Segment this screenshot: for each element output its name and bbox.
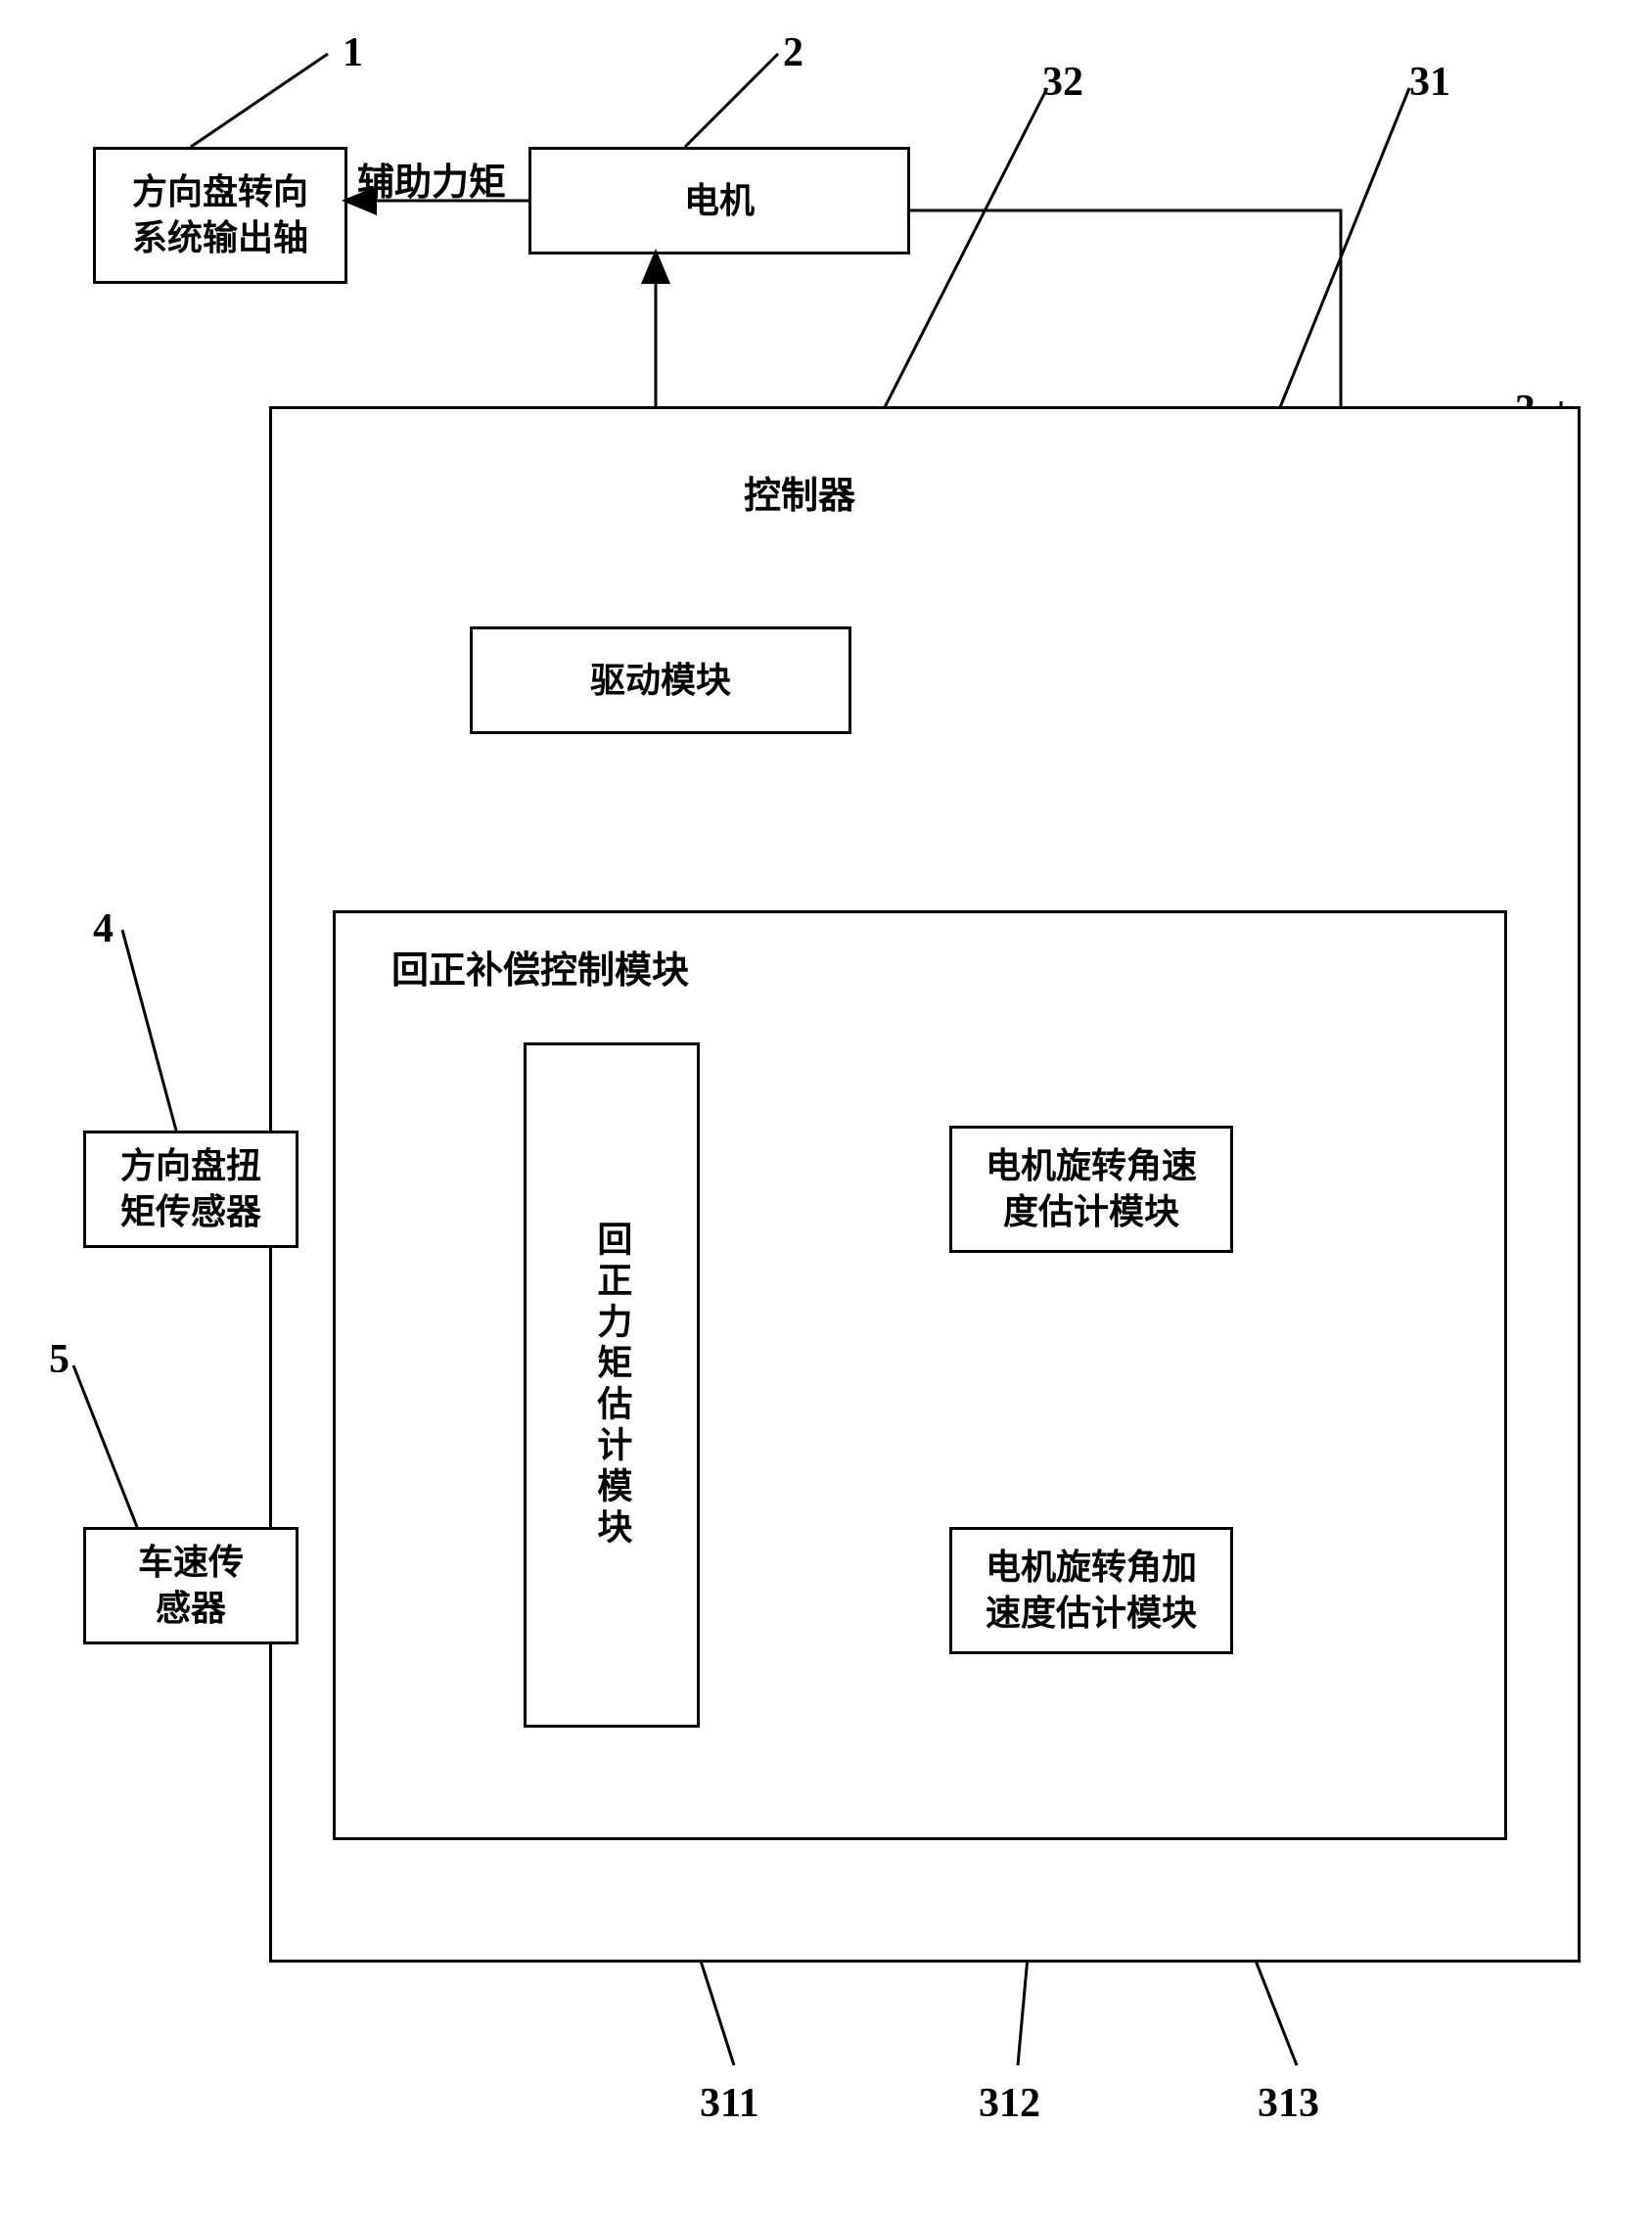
callout-312: 312 bbox=[979, 2080, 1040, 2127]
callout-2: 2 bbox=[783, 29, 803, 76]
aux-torque-label: 辅助力矩 bbox=[357, 152, 506, 206]
torque-sensor-box: 方向盘扭矩传感器 bbox=[83, 1131, 298, 1248]
drive-module-box: 驱动模块 bbox=[470, 626, 851, 734]
torque-sensor-label: 方向盘扭矩传感器 bbox=[120, 1143, 261, 1235]
motor-box: 电机 bbox=[528, 147, 910, 254]
callout-32: 32 bbox=[1042, 59, 1083, 106]
aligning-est-label: 回正力矩估计模块 bbox=[589, 1221, 635, 1549]
controller-label: 控制器 bbox=[744, 465, 855, 519]
callout-31: 31 bbox=[1409, 59, 1450, 106]
callout-313: 313 bbox=[1258, 2080, 1319, 2127]
callout-4: 4 bbox=[93, 905, 114, 952]
ang-vel-est-box: 电机旋转角速度估计模块 bbox=[949, 1126, 1233, 1253]
drive-module-label: 驱动模块 bbox=[590, 658, 731, 704]
ang-acc-est-box: 电机旋转角加速度估计模块 bbox=[949, 1527, 1233, 1654]
return-comp-label: 回正补偿控制模块 bbox=[391, 940, 689, 994]
callout-1: 1 bbox=[343, 29, 363, 76]
ang-acc-est-label: 电机旋转角加速度估计模块 bbox=[986, 1545, 1197, 1637]
speed-sensor-label: 车速传感器 bbox=[138, 1540, 244, 1632]
block-diagram: 方向盘转向系统输出轴 电机 辅助力矩 控制器 驱动模块 回正补偿控制模块 方向盘… bbox=[0, 0, 1652, 2219]
callout-311: 311 bbox=[700, 2080, 759, 2127]
aligning-est-box: 回正力矩估计模块 bbox=[524, 1042, 700, 1728]
speed-sensor-box: 车速传感器 bbox=[83, 1527, 298, 1644]
output-shaft-label: 方向盘转向系统输出轴 bbox=[132, 169, 308, 261]
motor-label: 电机 bbox=[684, 178, 755, 224]
ang-vel-est-label: 电机旋转角速度估计模块 bbox=[986, 1143, 1197, 1235]
callout-5: 5 bbox=[49, 1336, 69, 1383]
output-shaft-box: 方向盘转向系统输出轴 bbox=[93, 147, 347, 284]
return-comp-outer-box bbox=[333, 910, 1507, 1840]
